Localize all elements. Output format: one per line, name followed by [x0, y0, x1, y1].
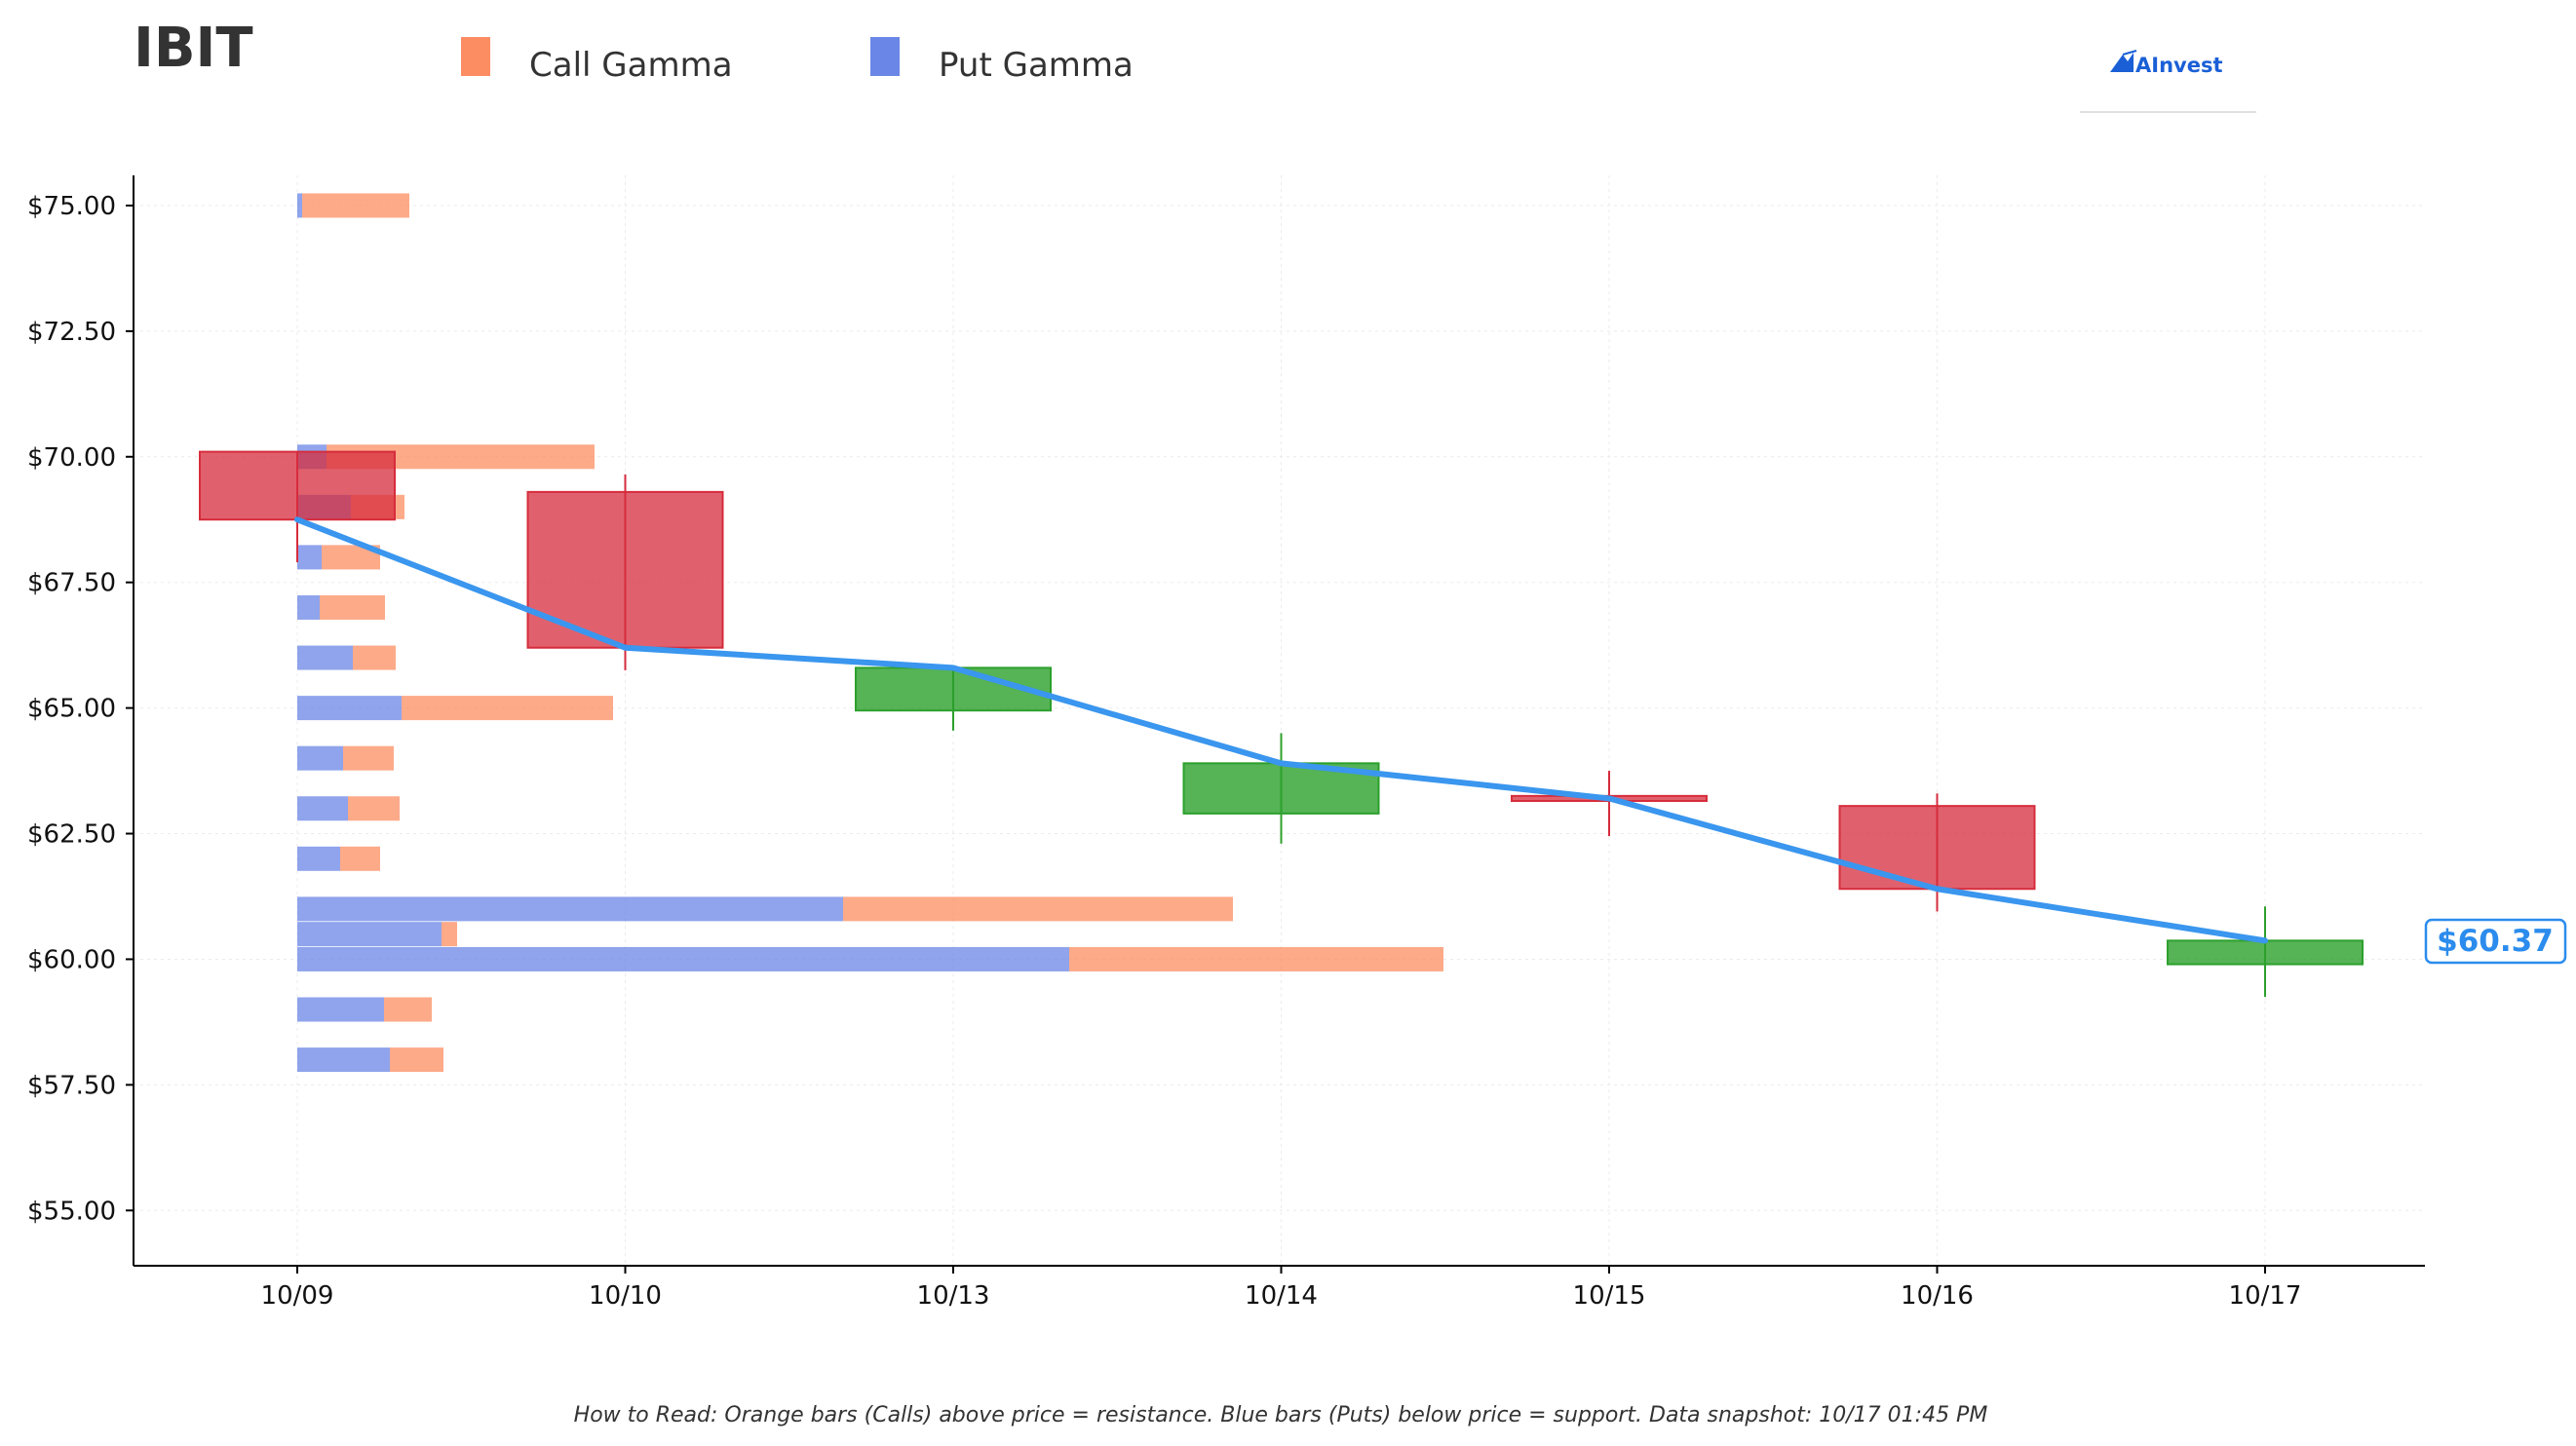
y-tick-label: $55.00 [27, 1197, 116, 1226]
x-tick-label: 10/13 [917, 1281, 990, 1311]
x-tick-label: 10/15 [1573, 1281, 1646, 1311]
put-gamma-bar [297, 1047, 390, 1073]
y-tick-label: $65.00 [27, 695, 116, 724]
y-tick-label: $62.50 [27, 820, 116, 850]
y-tick-label: $67.50 [27, 569, 116, 598]
y-tick-label: $75.00 [27, 192, 116, 221]
put-gamma-bar [297, 696, 402, 721]
put-gamma-bar [297, 846, 340, 871]
put-gamma-bar [297, 946, 1069, 971]
footnote: How to Read: Orange bars (Calls) above p… [574, 1403, 1988, 1427]
call-gamma-bar [348, 796, 400, 821]
call-gamma-bar [320, 594, 385, 620]
candle-body [1838, 805, 2036, 891]
last-price-badge-box [2424, 918, 2567, 965]
ainvest-logo-text: AInvest [2135, 54, 2223, 77]
candle-body [199, 450, 396, 521]
call-gamma-bar [343, 745, 394, 771]
y-tick-label: $57.50 [27, 1071, 116, 1100]
put-gamma-bar [297, 896, 843, 922]
candle-body [2167, 939, 2364, 966]
call-gamma-bar [353, 645, 396, 670]
ainvest-logo-icon [2110, 50, 2137, 72]
put-gamma-legend-swatch [870, 37, 900, 76]
call-gamma-bar [390, 1047, 443, 1073]
x-tick-label: 10/14 [1245, 1281, 1318, 1311]
put-gamma-bar [297, 796, 348, 821]
call-gamma-legend-swatch [461, 37, 490, 76]
put-gamma-legend-label: Put Gamma [939, 46, 1134, 85]
put-gamma-bar [297, 193, 302, 218]
call-gamma-bar [384, 997, 432, 1022]
price-line [294, 516, 2268, 944]
last-price-badge: $60.37 [2424, 918, 2567, 965]
chart-header: IBIT Call Gamma Put Gamma AInvest [134, 17, 2256, 113]
chart-title: IBIT [134, 17, 253, 80]
put-gamma-bar [297, 745, 343, 771]
ainvest-logo: AInvest [2080, 50, 2256, 113]
put-gamma-bar [297, 645, 353, 670]
y-tick-label: $72.50 [27, 318, 116, 347]
x-tick-label: 10/09 [261, 1281, 334, 1311]
call-gamma-bar [1069, 946, 1443, 971]
call-gamma-legend-label: Call Gamma [529, 46, 733, 85]
y-tick-label: $60.00 [27, 945, 116, 974]
axes [133, 175, 2425, 1267]
y-tick-label: $70.00 [27, 443, 116, 473]
x-tick-label: 10/16 [1901, 1281, 1974, 1311]
grid [134, 175, 2425, 1266]
put-gamma-bar [297, 997, 384, 1022]
call-gamma-bar [302, 193, 409, 218]
put-gamma-bar [297, 594, 320, 620]
put-gamma-bar [297, 922, 442, 947]
price-line-layer [294, 516, 2268, 944]
candle-body [526, 490, 724, 649]
legend: Call Gamma Put Gamma [461, 37, 1134, 85]
put-gamma-bar [297, 545, 322, 570]
x-tick-label: 10/17 [2229, 1281, 2302, 1311]
last-price-label: $60.37 [2437, 924, 2554, 959]
call-gamma-bar [340, 846, 380, 871]
axis-labels: $55.00 $57.50 $60.00 $62.50 $65.00 $67.50 $70.… [27, 192, 2301, 1311]
call-gamma-bar [442, 922, 457, 947]
call-gamma-bar [843, 896, 1233, 922]
gamma-bars [297, 193, 1443, 1073]
x-tick-label: 10/10 [589, 1281, 662, 1311]
call-gamma-bar [402, 696, 613, 721]
